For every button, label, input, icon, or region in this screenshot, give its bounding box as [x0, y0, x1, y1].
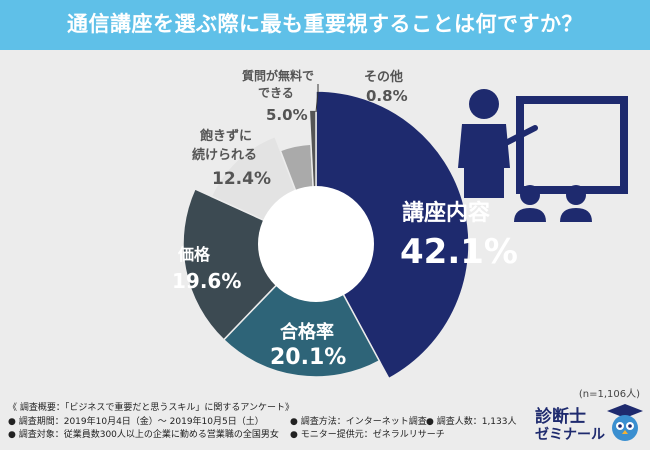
- svg-text:0.8%: 0.8%: [366, 87, 408, 105]
- svg-text:5.0%: 5.0%: [266, 106, 308, 124]
- sample-size-note: (n=1,106人): [578, 389, 640, 400]
- mascot-icon: [607, 404, 643, 441]
- svg-text:19.6%: 19.6%: [172, 269, 241, 293]
- survey-target: ● 調査対象：従業員数300人以上の企業に勤める営業職の全国男女: [8, 430, 279, 440]
- svg-text:価格: 価格: [177, 245, 211, 264]
- survey-info: 《 調査概要：「ビジネスで重要だと思うスキル」に関するアンケート》 ● 調査期間…: [8, 402, 528, 443]
- svg-text:12.4%: 12.4%: [212, 169, 271, 189]
- svg-text:合格率: 合格率: [280, 321, 334, 343]
- brand-logo: 診断士 ゼミナール: [533, 402, 645, 446]
- svg-text:42.1%: 42.1%: [400, 232, 518, 272]
- slice-label-price: 価格 19.6%: [172, 245, 241, 293]
- slice-price: [182, 187, 318, 341]
- survey-overview: 《 調査概要：「ビジネスで重要だと思うスキル」に関するアンケート》: [8, 403, 295, 413]
- svg-text:続けられる: 続けられる: [192, 147, 257, 163]
- chart-title: 通信講座を選ぶ際に最も重要視することは何ですか？: [67, 12, 583, 36]
- survey-count: ● 調査人数：1,133人: [426, 416, 517, 427]
- svg-text:飽きずに: 飽きずに: [199, 128, 252, 144]
- slice-label-content: 講座内容 42.1%: [400, 200, 518, 272]
- survey-provider: ● モニター提供元：ゼネラルリサーチ: [290, 430, 445, 440]
- logo-line-1: 診断士: [535, 407, 586, 427]
- donut-hole: [258, 186, 374, 302]
- slice-content: [315, 90, 470, 380]
- survey-method: ● 調査方法：インターネット調査: [290, 416, 427, 427]
- slice-label-pass-rate: 合格率 20.1%: [270, 321, 346, 370]
- svg-text:講座内容: 講座内容: [402, 200, 490, 226]
- slice-label-free-question: 質問が無料で できる 5.0%: [242, 68, 314, 124]
- slice-label-other: その他 0.8%: [364, 69, 408, 105]
- leader-line-other: [315, 91, 319, 113]
- teacher-presentation-icon: [458, 89, 628, 222]
- svg-text:質問が無料で: 質問が無料で: [242, 68, 314, 83]
- slice-pass-rate: [222, 242, 381, 378]
- title-bar: [0, 0, 650, 50]
- logo-line-2: ゼミナール: [535, 427, 605, 443]
- svg-text:できる: できる: [258, 86, 294, 100]
- svg-text:その他: その他: [364, 69, 403, 85]
- slice-label-continue: 飽きずに 続けられる 12.4%: [192, 128, 271, 189]
- survey-period: ● 調査期間：2019年10月4日（金）～ 2019年10月5日（土）: [8, 416, 264, 427]
- svg-text:20.1%: 20.1%: [270, 345, 346, 370]
